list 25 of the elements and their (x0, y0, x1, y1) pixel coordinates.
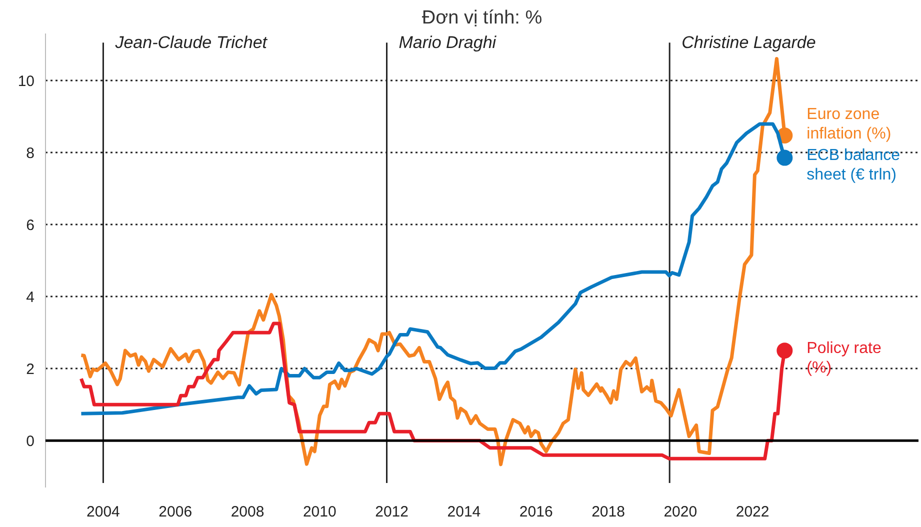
point (776, 342, 793, 359)
y-tick-label: 2 (26, 361, 34, 378)
x-tick-label: 2014 (447, 504, 481, 520)
y-tick-label: 10 (18, 72, 35, 90)
y-tick-label: 4 (26, 289, 34, 306)
x-tick-label: 2004 (86, 504, 120, 520)
ref-line-label: Mario Draghi (398, 33, 498, 52)
chart-title: Đơn vị tính: % (422, 8, 542, 28)
x-tick-label: 2020 (664, 504, 698, 520)
x-tick-label: 2016 (519, 504, 553, 520)
point (776, 150, 793, 166)
y-tick-label: 0 (26, 433, 34, 450)
x-tick-label: 2012 (375, 504, 409, 520)
series-label: Euro zone inflation (%) (806, 106, 892, 143)
x-tick-label: 2010 (302, 504, 336, 520)
x-tick-label: 2022 (736, 504, 770, 520)
series-label: ECB balance sheet (€ trln) (806, 147, 900, 184)
ref-line-label: Christine Lagarde (682, 33, 816, 52)
x-tick-label: 2008 (230, 504, 264, 520)
series-label: Policy rate (%) (806, 340, 882, 376)
y-tick-label: 8 (26, 144, 34, 162)
x-tick-label: 2018 (592, 504, 625, 520)
x-tick-label: 2006 (158, 504, 192, 520)
ref-line-label: Jean-Claude Trichet (114, 33, 268, 52)
y-tick-label: 6 (26, 216, 34, 234)
